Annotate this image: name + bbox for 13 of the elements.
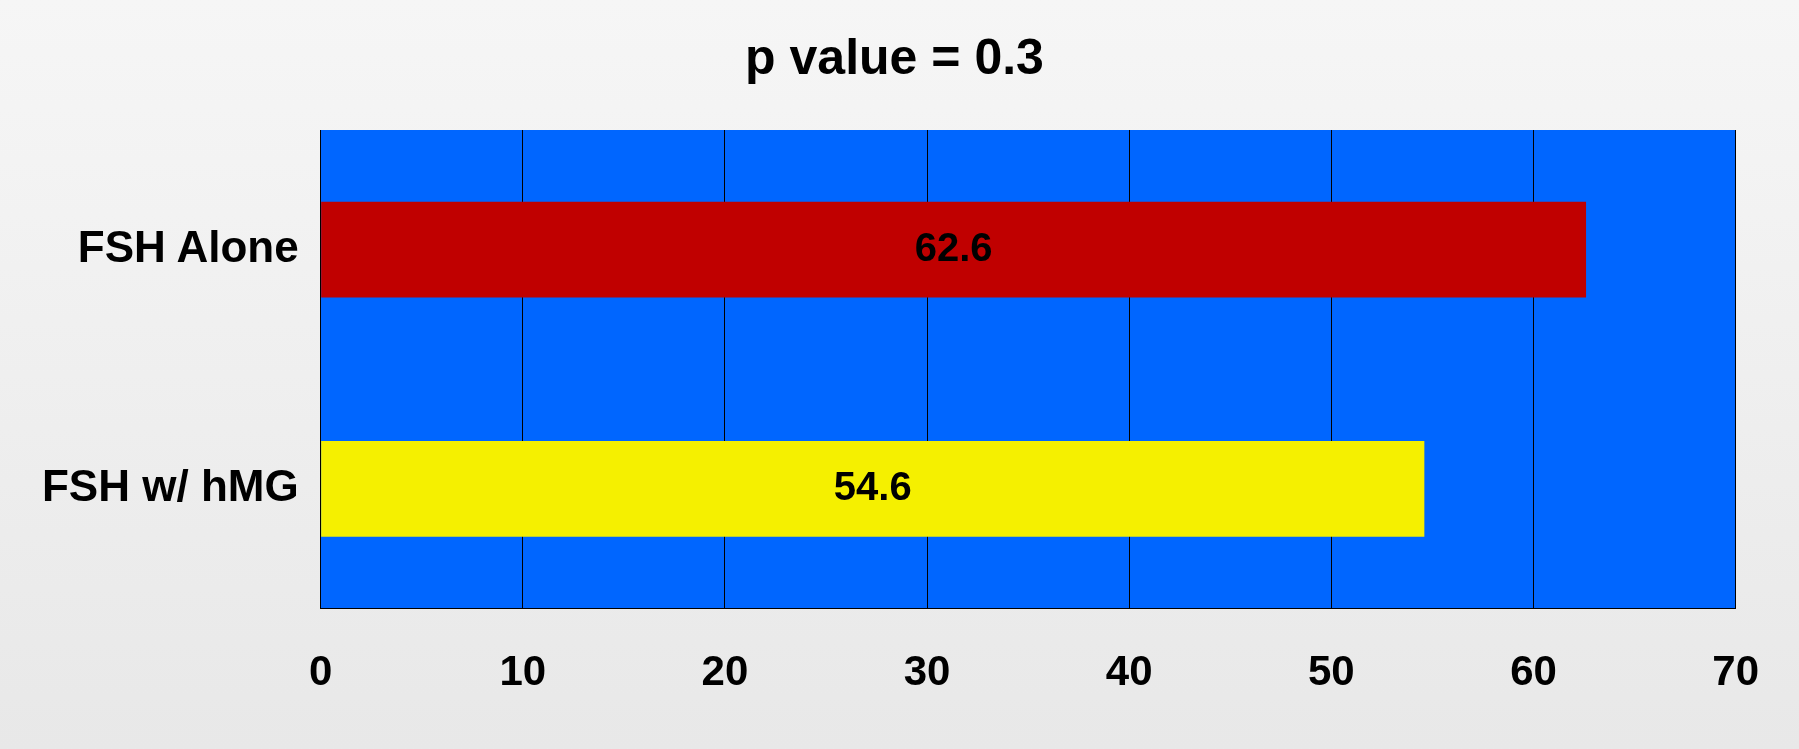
chart-title: p value = 0.3	[745, 28, 1044, 85]
x-tick-label: 40	[1105, 647, 1153, 695]
x-tick-label: 10	[499, 647, 547, 695]
x-tick-label: 70	[1712, 647, 1759, 695]
x-tick-label: 60	[1510, 647, 1557, 695]
data-label: 54.6	[833, 463, 912, 508]
x-tick-label: 20	[701, 647, 749, 695]
y-tick-label: FSH Alone	[77, 221, 299, 271]
y-tick-label: FSH w/ hMG	[42, 461, 299, 511]
x-tick-label: 30	[903, 647, 951, 695]
x-tick-label: 0	[308, 647, 333, 695]
data-label: 62.6	[914, 224, 993, 269]
x-tick-label: 50	[1308, 647, 1355, 695]
